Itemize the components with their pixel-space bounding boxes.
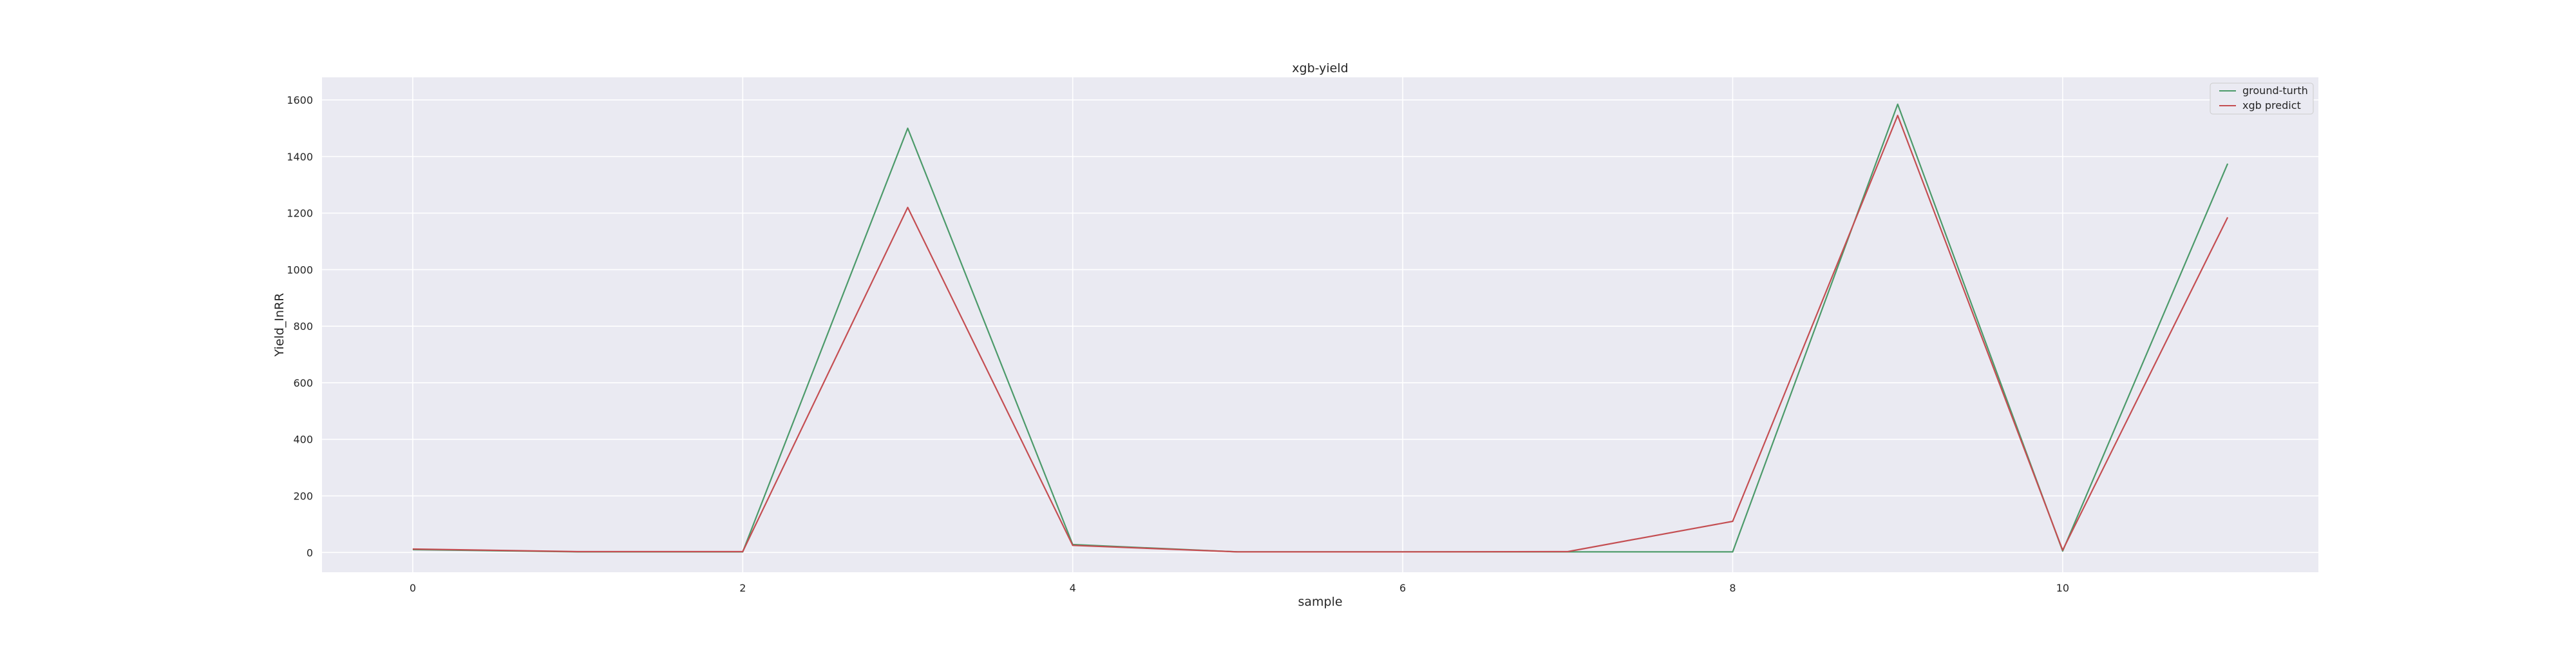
legend-label-xgb-predict: xgb predict [2242, 99, 2301, 111]
y-tick-label: 1000 [287, 264, 313, 276]
x-tick-label: 2 [739, 582, 746, 594]
y-tick-label: 400 [293, 434, 313, 446]
gridlines [322, 77, 2318, 572]
y-tick-label: 0 [307, 546, 313, 559]
x-tick-labels: 0 2 4 6 8 10 [410, 582, 2069, 594]
legend: ground-turth xgb predict [2210, 82, 2314, 115]
x-tick-label: 8 [1729, 582, 1736, 594]
y-tick-label: 1400 [287, 151, 313, 163]
x-tick-label: 10 [2056, 582, 2069, 594]
y-tick-label: 1600 [287, 94, 313, 106]
y-tick-label: 200 [293, 490, 313, 503]
y-tick-label: 600 [293, 377, 313, 389]
plot-background [322, 77, 2318, 572]
y-tick-label: 800 [293, 320, 313, 333]
x-axis-label: sample [1298, 595, 1342, 609]
legend-label-ground-turth: ground-turth [2242, 84, 2308, 97]
y-tick-label: 1200 [287, 208, 313, 220]
series-lines [412, 103, 2229, 553]
x-tick-label: 4 [1070, 582, 1076, 594]
series-line-xgb-predict [412, 115, 2229, 553]
y-axis-label: Yield_InRR [272, 293, 287, 358]
x-tick-label: 6 [1399, 582, 1406, 594]
x-tick-label: 0 [410, 582, 416, 594]
chart-title: xgb-yield [1292, 61, 1348, 75]
y-tick-labels: 0 200 400 600 800 1000 1200 1400 1600 [287, 94, 313, 559]
